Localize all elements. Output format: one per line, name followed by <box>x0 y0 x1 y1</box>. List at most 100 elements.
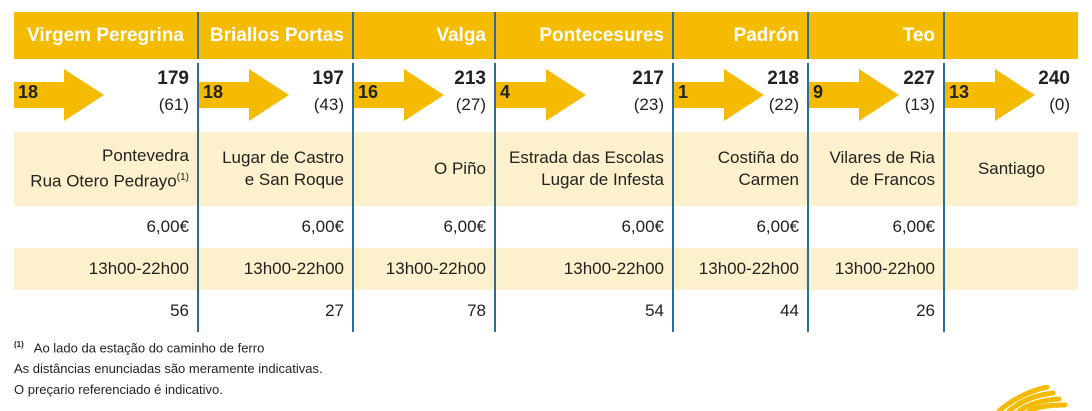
route-table: Virgem Peregrina Briallos Portas Valga P… <box>14 12 1078 332</box>
location-line2: e San Roque <box>244 170 344 189</box>
location-line2: Rua Otero Pedrayo <box>30 171 177 191</box>
beds-cell: 26 <box>809 290 945 332</box>
footnote-marker: (1) <box>176 172 189 184</box>
beds-cell: 44 <box>674 290 809 332</box>
arrow-right-icon <box>674 69 764 121</box>
beds-row: 56 27 78 54 44 26 <box>14 290 1078 332</box>
cumulative-distance: 197 <box>312 68 344 89</box>
beds-cell <box>945 290 1078 332</box>
location-line2: Carmen <box>738 170 799 189</box>
hours-cell: 13h00-22h00 <box>809 248 945 290</box>
location-line1: Estrada das Escolas <box>509 148 664 167</box>
distance-cell: 13 240 (0) <box>945 63 1078 132</box>
leg-distance: 4 <box>500 82 511 102</box>
distance-cell: 4 217 (23) <box>496 63 674 132</box>
distance-cell: 1 218 (22) <box>674 63 809 132</box>
arrow-right-icon <box>354 69 444 121</box>
price-cell: 6,00€ <box>674 206 809 248</box>
beds-cell: 27 <box>199 290 354 332</box>
remaining-distance: (27) <box>455 95 486 114</box>
footnote-marker: (1) <box>14 340 24 349</box>
footnote: (1) Ao lado da estação do caminho de ferr… <box>14 334 323 358</box>
price-cell: 6,00€ <box>14 206 199 248</box>
leg-distance: 18 <box>203 82 224 102</box>
hours-cell: 13h00-22h00 <box>496 248 674 290</box>
cumulative-distance: 227 <box>903 68 935 89</box>
remaining-distance: (22) <box>768 95 799 114</box>
hours-cell: 13h00-22h00 <box>14 248 199 290</box>
price-row: 6,00€ 6,00€ 6,00€ 6,00€ 6,00€ 6,00€ <box>14 206 1078 248</box>
hours-cell: 13h00-22h00 <box>199 248 354 290</box>
location-cell: Costiña do Carmen <box>674 132 809 206</box>
cumulative-distance: 213 <box>454 68 486 89</box>
location-row: Pontevedra Rua Otero Pedrayo(1) Lugar de … <box>14 132 1078 206</box>
header-label: Virgem Peregrina <box>26 24 184 46</box>
leg-distance: 18 <box>18 82 39 102</box>
leg-distance: 16 <box>358 82 379 102</box>
price-cell: 6,00€ <box>809 206 945 248</box>
hours-cell: 13h00-22h00 <box>354 248 496 290</box>
header-cell: Virgem Peregrina <box>14 12 199 59</box>
cumulative-distance: 179 <box>157 68 189 89</box>
arrow-right-icon <box>199 69 289 121</box>
location-line1: Lugar de Castro <box>222 148 344 167</box>
beds-cell: 54 <box>496 290 674 332</box>
cumulative-distance: 217 <box>632 68 664 89</box>
distance-cell: 9 227 (13) <box>809 63 945 132</box>
hours-row: 13h00-22h00 13h00-22h00 13h00-22h00 13h0… <box>14 248 1078 290</box>
arrow-right-icon <box>945 69 1035 121</box>
location-line1: Pontevedra <box>102 146 189 166</box>
remaining-distance: (43) <box>313 95 344 114</box>
header-label: Teo <box>902 24 935 46</box>
beds-cell: 78 <box>354 290 496 332</box>
price-cell: 6,00€ <box>354 206 496 248</box>
header-label: Briallos Portas <box>209 24 344 46</box>
distance-row: 18 179 (61) 18 197 (43) 16 213 (27) 4 21… <box>14 63 1078 132</box>
location-line2: Lugar de Infesta <box>541 170 664 189</box>
location-cell: Pontevedra Rua Otero Pedrayo(1) <box>14 132 199 206</box>
header-cell <box>945 12 1078 59</box>
price-cell <box>945 206 1078 248</box>
leg-distance: 1 <box>678 82 689 102</box>
location-line1: Santiago <box>977 159 1046 178</box>
arrow-right-icon <box>14 69 104 121</box>
distance-cell: 16 213 (27) <box>354 63 496 132</box>
distance-cell: 18 197 (43) <box>199 63 354 132</box>
remaining-distance: (23) <box>633 95 664 114</box>
remaining-distance: (0) <box>1049 95 1070 114</box>
header-row: Virgem Peregrina Briallos Portas Valga P… <box>14 12 1078 59</box>
header-cell: Briallos Portas <box>199 12 354 59</box>
header-cell: Pontecesures <box>496 12 674 59</box>
arrow-right-icon <box>496 69 586 121</box>
distance-cell: 18 179 (61) <box>14 63 199 132</box>
header-cell: Padrón <box>674 12 809 59</box>
cumulative-distance: 218 <box>767 68 799 89</box>
cumulative-distance: 240 <box>1038 68 1070 89</box>
location-cell: Vilares de Ria de Francos <box>809 132 945 206</box>
location-line2: de Francos <box>849 170 935 189</box>
location-cell: Estrada das Escolas Lugar de Infesta <box>496 132 674 206</box>
price-cell: 6,00€ <box>199 206 354 248</box>
location-line1: Vilares de Ria <box>829 148 935 167</box>
location-line1: Costiña do <box>717 148 799 167</box>
hours-cell: 13h00-22h00 <box>674 248 809 290</box>
header-cell: Valga <box>354 12 496 59</box>
header-cell: Teo <box>809 12 945 59</box>
location-cell: Santiago <box>945 132 1078 206</box>
arrow-right-icon <box>809 69 899 121</box>
notes: (1) Ao lado da estação do caminho de ferr… <box>14 334 323 400</box>
location-cell: Lugar de Castro e San Roque <box>199 132 354 206</box>
location-cell: O Piño <box>354 132 496 206</box>
hours-cell <box>945 248 1078 290</box>
footnote-text: Ao lado da estação do caminho de ferro <box>33 340 265 356</box>
remaining-distance: (13) <box>904 95 935 114</box>
leg-distance: 9 <box>813 82 824 102</box>
header-label: Padrón <box>733 24 799 46</box>
beds-cell: 56 <box>14 290 199 332</box>
distance-note: As distâncias enunciadas são meramente i… <box>14 361 323 377</box>
scallop-shell-logo <box>996 385 1068 411</box>
header-label: Valga <box>436 24 486 46</box>
price-note: O preçario referenciado é indicativo. <box>14 382 223 398</box>
location-line1: O Piño <box>434 159 486 178</box>
price-cell: 6,00€ <box>496 206 674 248</box>
